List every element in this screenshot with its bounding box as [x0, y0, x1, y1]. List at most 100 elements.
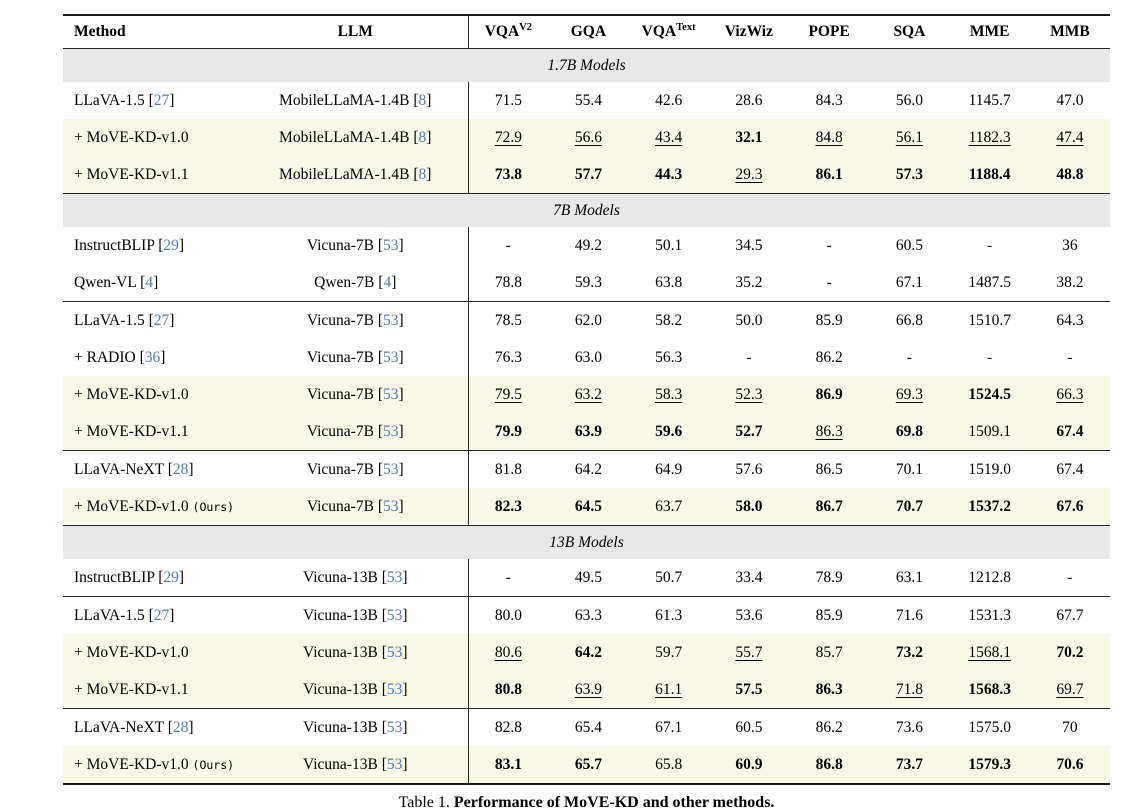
value-cell: 80.8	[467, 671, 549, 709]
llm-cell: Vicuna-13B [53]	[243, 596, 468, 634]
citation-ref[interactable]: 53	[386, 606, 403, 624]
text: 50.1	[655, 236, 683, 254]
text: ]	[398, 497, 404, 515]
text: [	[377, 348, 383, 366]
value-cell: -	[950, 339, 1030, 376]
value-text: 73.2	[895, 643, 923, 661]
text: 82.8	[494, 718, 522, 736]
table-caption: Table 1. Performance of MoVE-KD and othe…	[63, 794, 1110, 812]
value-text: 69.7	[1056, 680, 1084, 698]
text: ]	[169, 606, 175, 624]
text: [	[381, 643, 387, 661]
text: 71.5	[494, 91, 522, 109]
citation-ref[interactable]: 53	[382, 422, 399, 440]
citation-ref[interactable]: 27	[153, 91, 170, 109]
text: ]	[398, 236, 404, 254]
text: Vicuna-13B	[302, 718, 382, 736]
value-cell: 33.4	[709, 559, 789, 597]
citation-ref[interactable]: 53	[386, 680, 403, 698]
column-header-pope: POPE	[789, 15, 870, 49]
text: -	[826, 273, 832, 291]
text: 60.5	[735, 718, 763, 736]
value-text: 66.3	[1056, 385, 1084, 403]
citation-ref[interactable]: 53	[386, 568, 403, 586]
table-row: LLaVA-NeXT [28] Vicuna-7B [53] 81.8 64.2 64.…	[63, 450, 1110, 488]
value-cell: -	[467, 227, 549, 264]
text: [	[381, 680, 387, 698]
text: 59.7	[655, 643, 683, 661]
citation-ref[interactable]: 36	[144, 348, 161, 366]
text: Vicuna-13B	[302, 755, 382, 773]
citation-ref[interactable]: 53	[382, 236, 399, 254]
citation-ref[interactable]: 53	[382, 460, 399, 478]
method-cell: LLaVA-1.5 [27]	[63, 596, 243, 634]
text: [	[413, 128, 419, 146]
llm-cell: Vicuna-13B [53]	[243, 634, 468, 671]
text: ]	[178, 568, 185, 586]
text: InstructBLIP	[74, 236, 159, 254]
results-table: Method LLM VQAV2 GQA VQAText VizWiz POPE SQA MME…	[63, 14, 1110, 785]
citation-ref[interactable]: 28	[172, 460, 189, 478]
value-cell: 85.9	[789, 301, 870, 339]
citation-ref[interactable]: 8	[418, 165, 427, 183]
value-cell: 56.6	[548, 119, 629, 156]
value-cell: 86.2	[789, 339, 869, 376]
value-text: 86.9	[815, 385, 843, 403]
value-text: 86.8	[815, 755, 843, 773]
text: -	[505, 568, 511, 586]
citation-ref[interactable]: 53	[386, 718, 403, 736]
text: Vicuna-13B	[302, 606, 382, 624]
value-text: 70.6	[1056, 755, 1084, 773]
value-cell: 61.3	[628, 596, 709, 634]
citation-ref[interactable]: 27	[153, 606, 170, 624]
value-cell: 58.3	[628, 376, 709, 413]
citation-ref[interactable]: 53	[382, 497, 399, 515]
text: ]	[169, 311, 175, 329]
citation-ref[interactable]: 53	[386, 755, 403, 773]
value-cell: 62.0	[548, 301, 629, 339]
text: [	[377, 385, 383, 403]
value-cell: 86.8	[789, 746, 870, 784]
value-text: 60.9	[735, 755, 763, 773]
citation-ref[interactable]: 29	[163, 568, 179, 586]
value-cell: 71.6	[869, 596, 950, 634]
citation-ref[interactable]: 53	[382, 385, 399, 403]
value-text: 48.8	[1056, 165, 1084, 183]
text: ]	[188, 460, 194, 478]
value-text: 57.7	[574, 165, 602, 183]
value-cell: 84.3	[789, 82, 869, 119]
citation-ref[interactable]: 29	[163, 236, 179, 254]
value-cell: 82.3	[467, 488, 549, 526]
table-body: 1.7B Models LLaVA-1.5 [27] MobileLLaMA-1.4…	[63, 48, 1110, 784]
value-cell: 69.7	[1029, 671, 1110, 709]
text: Vicuna-7B	[306, 311, 378, 329]
value-cell: 1519.0	[949, 450, 1030, 488]
citation-ref[interactable]: 4	[383, 273, 392, 291]
citation-ref[interactable]: 4	[145, 273, 154, 291]
citation-ref[interactable]: 28	[172, 718, 189, 736]
citation-ref[interactable]: 27	[153, 311, 170, 329]
text: 61.3	[655, 606, 683, 624]
value-cell: 60.9	[708, 746, 789, 784]
text: 50.7	[655, 568, 683, 586]
value-cell: 86.1	[789, 156, 870, 194]
text: 67.1	[655, 718, 683, 736]
citation-ref[interactable]: 53	[386, 643, 403, 661]
citation-ref[interactable]: 8	[418, 91, 427, 109]
table-row: + MoVE-KD-v1.1 MobileLLaMA-1.4B [8] 73.8 57…	[63, 156, 1110, 194]
llm-cell: Vicuna-13B [53]	[243, 746, 468, 784]
llm-cell: Vicuna-7B [53]	[243, 376, 468, 413]
citation-ref[interactable]: 53	[382, 311, 399, 329]
value-text: 65.7	[574, 755, 602, 773]
citation-ref[interactable]: 53	[382, 348, 399, 366]
value-cell: 70.6	[1029, 746, 1110, 784]
text: MobileLLaMA-1.4B	[279, 165, 414, 183]
text: [	[167, 460, 173, 478]
citation-ref[interactable]: 8	[418, 128, 427, 146]
text: 36	[1062, 236, 1078, 254]
value-cell: 60.5	[869, 227, 949, 264]
text: 63.1	[895, 568, 923, 586]
text: 55.4	[574, 91, 602, 109]
column-header-mmb: MMB	[1029, 15, 1110, 49]
value-cell: 81.8	[467, 450, 549, 488]
